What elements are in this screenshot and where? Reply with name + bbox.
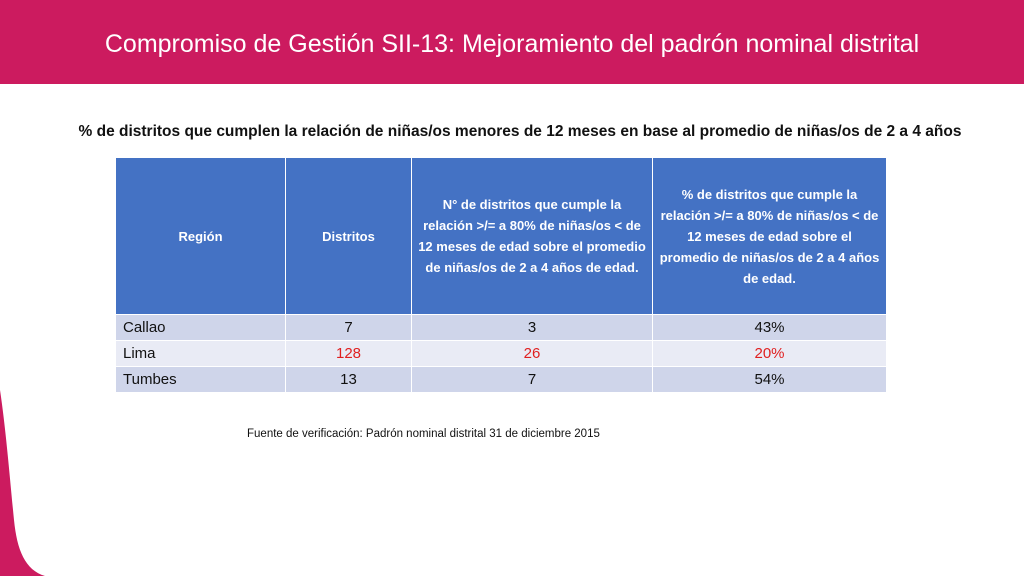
source-note: Fuente de verificación: Padrón nominal d… xyxy=(247,428,600,440)
cell-percent-compliant: 54% xyxy=(652,366,887,393)
cell-percent-compliant: 43% xyxy=(652,314,887,341)
cell-districts: 128 xyxy=(285,340,412,367)
cell-percent-compliant: 20% xyxy=(652,340,887,367)
cell-count-compliant: 26 xyxy=(411,340,653,367)
table-row: Callao 7 3 43% xyxy=(115,314,887,341)
header-bar: Compromiso de Gestión SII-13: Mejoramien… xyxy=(0,0,1024,84)
page-title: Compromiso de Gestión SII-13: Mejoramien… xyxy=(104,30,920,58)
table-subtitle: % de distritos que cumplen la relación d… xyxy=(78,123,962,140)
cell-count-compliant: 3 xyxy=(411,314,653,341)
column-header-percent-compliant: % de distritos que cumple la relación >/… xyxy=(652,157,887,315)
cell-region: Tumbes xyxy=(115,366,286,393)
column-header-districts: Distritos xyxy=(285,157,412,315)
column-header-region: Región xyxy=(115,157,286,315)
cell-districts: 13 xyxy=(285,366,412,393)
table-header-row: Región Distritos N° de distritos que cum… xyxy=(115,157,887,315)
cell-region: Callao xyxy=(115,314,286,341)
data-table: Región Distritos N° de distritos que cum… xyxy=(115,157,887,393)
table-row: Lima 128 26 20% xyxy=(115,340,887,367)
cell-districts: 7 xyxy=(285,314,412,341)
table-row: Tumbes 13 7 54% xyxy=(115,366,887,393)
decorative-accent-shape xyxy=(0,390,45,576)
column-header-count-compliant: N° de distritos que cumple la relación >… xyxy=(411,157,653,315)
cell-region: Lima xyxy=(115,340,286,367)
cell-count-compliant: 7 xyxy=(411,366,653,393)
